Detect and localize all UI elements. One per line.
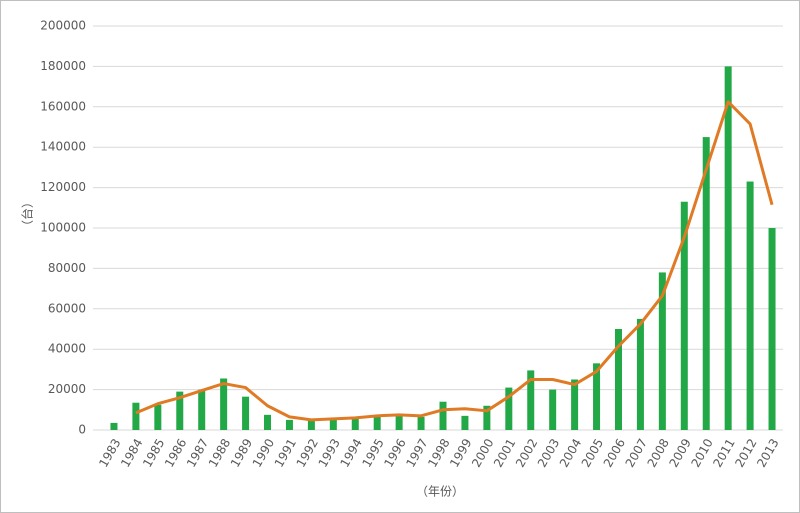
bar [658,272,666,430]
bar [571,379,579,430]
bar [307,420,315,430]
bar [636,318,644,430]
y-tick-label: 140000 [40,140,86,154]
bar [395,414,403,430]
bar [373,415,381,430]
bar [220,378,228,430]
bar [461,415,469,430]
x-axis-label: （年份） [416,485,464,499]
bar [132,402,140,430]
line [135,100,774,422]
bar [768,228,776,430]
y-tick-label: 180000 [40,59,86,73]
bar [198,389,206,430]
bar [110,422,118,430]
bar [549,389,557,430]
bar [702,137,710,430]
y-axis-label: （台） [20,196,35,232]
y-tick-label: 40000 [48,342,86,356]
bar [154,404,162,430]
bar [614,329,622,430]
y-tick-label: 100000 [40,221,86,235]
bar [176,391,184,430]
bar [746,181,754,430]
bar [483,405,491,430]
bar [242,396,250,430]
bar [680,201,688,430]
y-tick-label: 20000 [48,382,86,396]
y-tick-label: 80000 [48,261,86,275]
bar [724,66,732,431]
y-tick-label: 160000 [40,99,86,113]
bar [329,419,337,430]
y-tick-label: 120000 [40,180,86,194]
y-tick-label: 60000 [48,301,86,315]
bar [505,387,513,430]
y-tick-label: 200000 [40,19,86,33]
y-tick-label: 0 [78,423,86,437]
bar [593,363,601,430]
bar [439,401,447,430]
bar [264,414,272,430]
bar [351,418,359,430]
bar [417,416,425,430]
bar [285,419,293,430]
bar [527,370,535,430]
